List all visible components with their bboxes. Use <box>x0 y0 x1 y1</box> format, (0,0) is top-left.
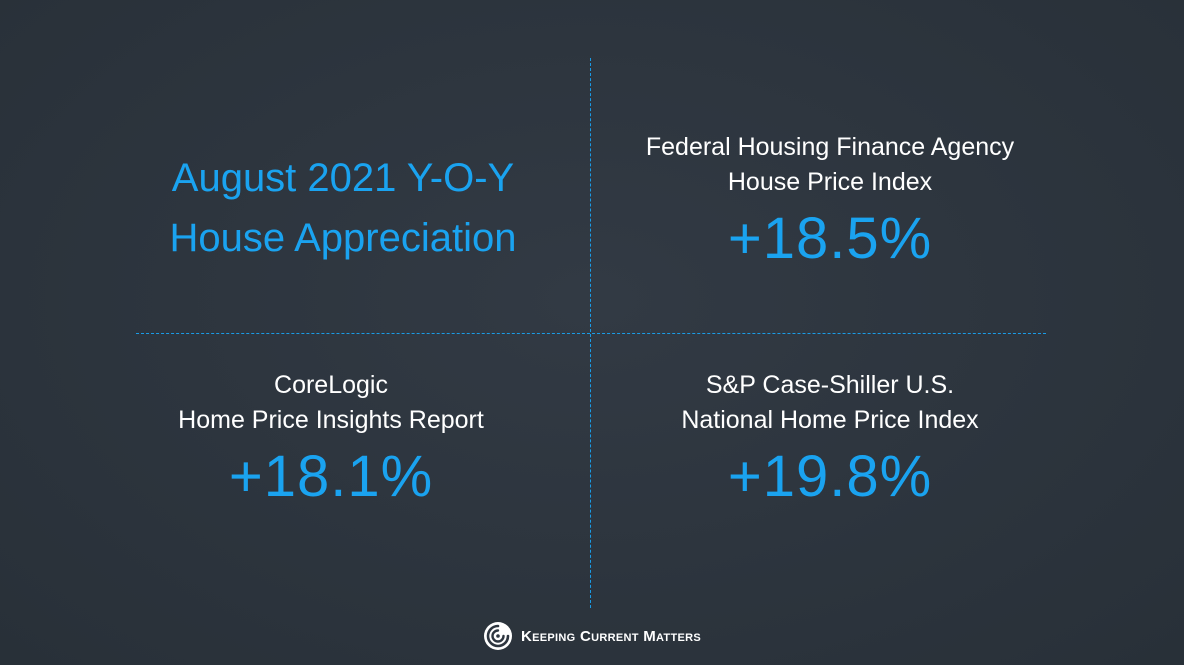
slide-title-line2: House Appreciation <box>169 216 517 260</box>
footer-brand: Keeping Current Matters <box>0 618 1184 654</box>
caseshiller-label-line1: S&P Case-Shiller U.S. <box>705 371 955 399</box>
horizontal-divider <box>136 333 1046 334</box>
corelogic-label: CoreLogic Home Price Insights Report <box>110 368 552 438</box>
footer-brand-text: Keeping Current Matters <box>521 627 701 645</box>
fhfa-label-line1: Federal Housing Finance Agency <box>645 133 1015 161</box>
caseshiller-label: S&P Case-Shiller U.S. National Home Pric… <box>605 368 1055 438</box>
caseshiller-label-line2: National Home Price Index <box>681 406 979 434</box>
fhfa-label-line2: House Price Index <box>727 168 933 196</box>
kcm-logo-icon <box>484 622 512 650</box>
caseshiller-stat: S&P Case-Shiller U.S. National Home Pric… <box>605 368 1055 512</box>
slide-title-line1: August 2021 Y-O-Y <box>171 156 515 200</box>
fhfa-value: +18.5% <box>727 206 933 271</box>
corelogic-stat: CoreLogic Home Price Insights Report +18… <box>110 368 552 512</box>
fhfa-stat: Federal Housing Finance Agency House Pri… <box>605 130 1055 274</box>
caseshiller-value: +19.8% <box>727 444 933 509</box>
slide-title: August 2021 Y-O-Y House Appreciation <box>98 148 588 268</box>
corelogic-label-line2: Home Price Insights Report <box>178 406 484 434</box>
fhfa-label: Federal Housing Finance Agency House Pri… <box>605 130 1055 200</box>
corelogic-label-line1: CoreLogic <box>274 371 388 399</box>
corelogic-value: +18.1% <box>228 444 434 509</box>
